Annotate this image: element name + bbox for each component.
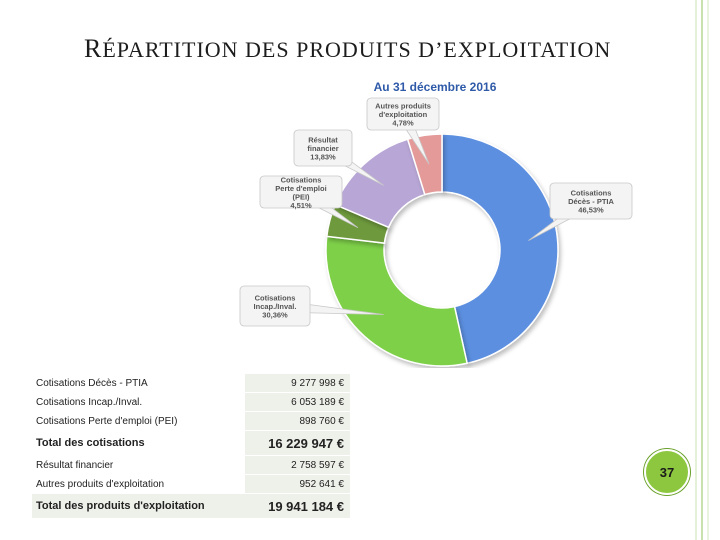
table-row-value: 2 758 597 €: [245, 455, 350, 475]
table-row-value: 16 229 947 €: [245, 430, 350, 456]
donut-slice-cotisations-incap-inval: [325, 235, 469, 367]
slice-label-cotisations-perte-d-emploi-pei: Cotisations Perte d'emploi (PEI) 4,51%: [275, 175, 326, 210]
slice-label-resultat-financier: Résultat financier 13,83%: [307, 136, 338, 162]
slide-title-rest: ÉPARTITION DES PRODUITS D’EXPLOITATION: [102, 37, 612, 62]
donut-chart-svg: Au 31 décembre 2016 Cotisations Décès - P…: [239, 80, 633, 367]
slice-label-cotisations-deces-ptia: Cotisations Décès - PTIA 46,53%: [568, 189, 614, 215]
table-row-label: Cotisations Décès - PTIA: [32, 374, 245, 393]
callout-box: [366, 97, 440, 131]
callout-box: [259, 175, 343, 209]
table-row: Résultat financier 2 758 597 €: [32, 455, 350, 475]
callout-box: [293, 129, 353, 167]
donut-slice-autres-produits-d-exploitation: [406, 133, 443, 196]
table-row: Autres produits d'exploitation 952 641 €: [32, 474, 350, 494]
donut-slice-cotisations-deces-ptia: [441, 133, 559, 365]
slice-label-cotisations-incap-inval: Cotisations Incap./Inval. 30,36%: [254, 294, 297, 320]
slide-edge-decoration: [695, 0, 709, 540]
slice-label-name-line: Cotisations: [255, 294, 296, 303]
slice-label-percent: 46,53%: [578, 206, 604, 215]
slice-label-name-line: Résultat: [308, 136, 338, 145]
donut-callouts: Cotisations Décès - PTIA 46,53%Cotisations…: [239, 97, 633, 327]
slice-label-percent: 4,51%: [290, 201, 312, 210]
callout-box: [549, 182, 633, 220]
slice-label-name-line: Autres produits: [375, 102, 431, 111]
table-row-value: 898 760 €: [245, 411, 350, 431]
slice-label-name-line: Cotisations: [281, 175, 322, 184]
table-row-value: 9 277 998 €: [245, 374, 350, 393]
slice-label-name-line: (PEI): [292, 192, 310, 201]
slice-label-name-line: financier: [307, 144, 338, 153]
table-row-label: Cotisations Incap./Inval.: [32, 392, 245, 412]
table-row-label: Cotisations Perte d'emploi (PEI): [32, 411, 245, 431]
table-row-value: 19 941 184 €: [245, 493, 350, 519]
slice-label-percent: 13,83%: [310, 153, 336, 162]
donut-chart: Au 31 décembre 2016 Cotisations Décès - P…: [220, 68, 640, 368]
slice-label-name-line: d'exploitation: [379, 110, 428, 119]
table-row-label: Total des produits d'exploitation: [32, 493, 245, 519]
slide-title-initial: R: [84, 34, 103, 63]
table-row: Cotisations Décès - PTIA 9 277 998 €: [32, 374, 350, 393]
table-total-row: Total des cotisations 16 229 947 €: [32, 430, 350, 456]
slice-label-name-line: Incap./Inval.: [254, 302, 297, 311]
callout-box: [239, 285, 311, 327]
slice-label-name-line: Perte d'emploi: [275, 184, 326, 193]
table-row: Cotisations Perte d'emploi (PEI) 898 760 …: [32, 411, 350, 431]
table-row-value: 6 053 189 €: [245, 392, 350, 412]
slice-label-percent: 30,36%: [262, 311, 288, 320]
slice-label-autres-produits-d-exploitation: Autres produits d'exploitation 4,78%: [375, 102, 431, 128]
table-total-row: Total des produits d'exploitation 19 941 …: [32, 493, 350, 519]
table-row-value: 952 641 €: [245, 474, 350, 494]
chart-title: Au 31 décembre 2016: [374, 80, 497, 94]
table-row: Cotisations Incap./Inval. 6 053 189 €: [32, 392, 350, 412]
page-number-badge: 37: [644, 449, 690, 495]
slice-label-name-line: Décès - PTIA: [568, 197, 614, 206]
table-row-label: Total des cotisations: [32, 430, 245, 456]
table-row-label: Résultat financier: [32, 455, 245, 475]
products-table: Cotisations Décès - PTIA 9 277 998 € Cotis…: [32, 374, 350, 519]
slice-label-percent: 4,78%: [392, 119, 414, 128]
products-table-body: Cotisations Décès - PTIA 9 277 998 € Cotis…: [32, 374, 350, 519]
slice-label-name-line: Cotisations: [571, 189, 612, 198]
table-row-label: Autres produits d'exploitation: [32, 474, 245, 494]
slide-title: RÉPARTITION DES PRODUITS D’EXPLOITATION: [84, 34, 611, 64]
